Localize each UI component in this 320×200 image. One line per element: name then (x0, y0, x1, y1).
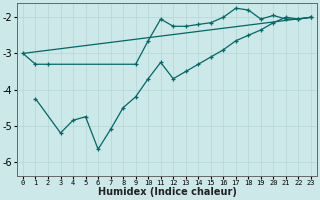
X-axis label: Humidex (Indice chaleur): Humidex (Indice chaleur) (98, 187, 236, 197)
